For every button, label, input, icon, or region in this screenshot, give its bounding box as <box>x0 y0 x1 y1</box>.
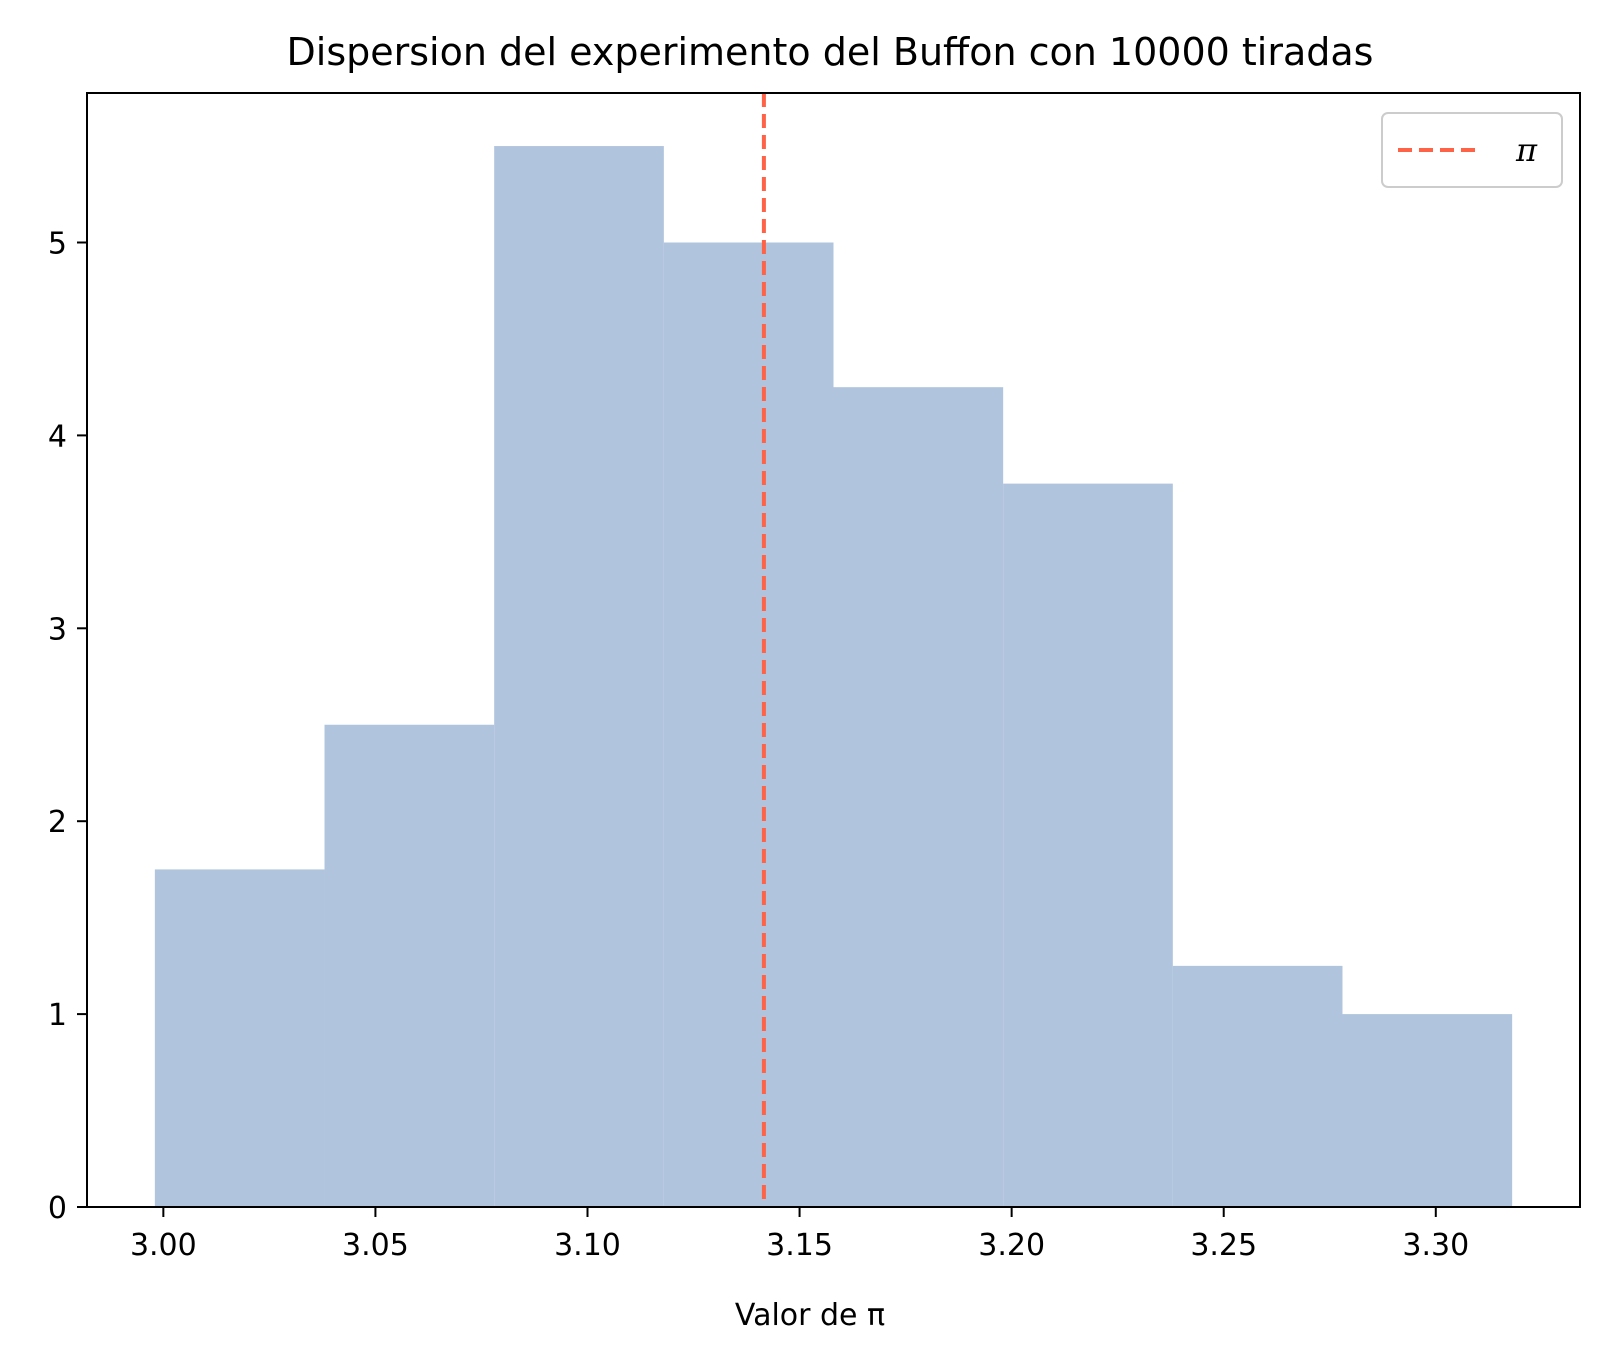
y-tick-label: 0 <box>48 1191 67 1226</box>
legend-label: π <box>1515 131 1538 169</box>
histogram-bar <box>154 869 325 1207</box>
x-tick-label: 3.25 <box>1190 1228 1257 1263</box>
histogram-bar <box>1003 483 1173 1207</box>
histogram-bars <box>154 146 1513 1208</box>
y-tick-label: 3 <box>48 612 67 647</box>
histogram-bar <box>1172 965 1343 1207</box>
x-tick-label: 3.00 <box>130 1228 197 1263</box>
histogram-bar <box>1342 1014 1513 1207</box>
x-tick-label: 3.10 <box>554 1228 621 1263</box>
x-tick-label: 3.05 <box>342 1228 409 1263</box>
x-tick-label: 3.20 <box>978 1228 1045 1263</box>
legend: π <box>1381 112 1563 188</box>
histogram-bar <box>663 242 834 1208</box>
y-tick-label: 2 <box>48 805 67 840</box>
histogram-bar <box>833 387 1004 1207</box>
y-tick-label: 5 <box>48 226 67 261</box>
plot-frame <box>86 92 1581 1208</box>
x-tick-label: 3.15 <box>766 1228 833 1263</box>
histogram-bar <box>324 724 495 1207</box>
x-axis-label: Valor de π <box>735 1298 885 1333</box>
y-tick-label: 4 <box>48 419 67 454</box>
y-tick-label: 1 <box>48 998 67 1033</box>
x-axis-ticks: 3.00 3.05 3.10 3.15 3.20 3.25 3.30 <box>130 1207 1469 1263</box>
x-tick-label: 3.30 <box>1402 1228 1469 1263</box>
y-axis-ticks: 0 1 2 3 4 5 <box>48 226 87 1226</box>
chart-title: Dispersion del experimento del Buffon co… <box>287 30 1374 74</box>
histogram-bar <box>494 146 664 1208</box>
